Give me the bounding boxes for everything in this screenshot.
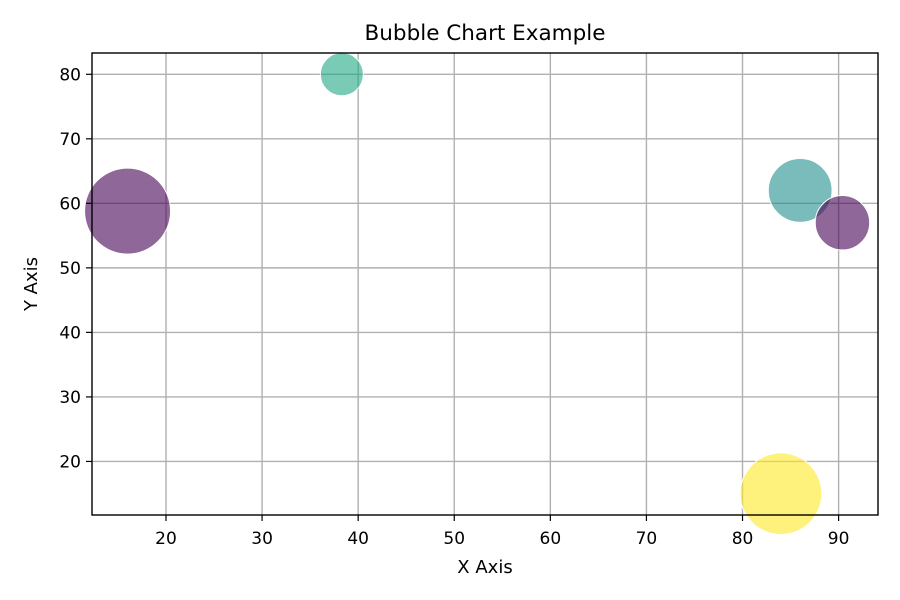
- x-tick-label: 40: [347, 529, 369, 549]
- bubble-point: [84, 167, 172, 255]
- x-axis-label: X Axis: [457, 557, 512, 578]
- x-tick-label: 70: [636, 529, 658, 549]
- axis-ticks: 20 30 40 50 60 70 80 90 20 30 40 50 60 70 80: [59, 65, 849, 549]
- y-tick-label: 70: [59, 130, 81, 150]
- x-tick-label: 90: [828, 529, 850, 549]
- bubbles: [84, 52, 871, 536]
- x-tick-label: 50: [443, 529, 465, 549]
- y-tick-label: 80: [59, 65, 81, 85]
- y-tick-label: 40: [59, 323, 81, 343]
- x-tick-label: 20: [155, 529, 177, 549]
- grid-lines: [92, 53, 878, 515]
- x-tick-label: 30: [251, 529, 273, 549]
- y-tick-label: 60: [59, 194, 81, 214]
- y-tick-label: 30: [59, 388, 81, 408]
- y-tick-label: 20: [59, 452, 81, 472]
- x-tick-label: 60: [540, 529, 562, 549]
- bubble-point: [814, 195, 871, 251]
- y-axis-label: Y Axis: [21, 257, 42, 312]
- bubble-point: [767, 158, 833, 223]
- plot-frame: [91, 52, 879, 516]
- x-tick-label: 80: [732, 529, 754, 549]
- bubble-point: [739, 452, 823, 536]
- bubble-point: [319, 52, 364, 97]
- y-tick-label: 50: [59, 259, 81, 279]
- chart-title: Bubble Chart Example: [365, 21, 606, 46]
